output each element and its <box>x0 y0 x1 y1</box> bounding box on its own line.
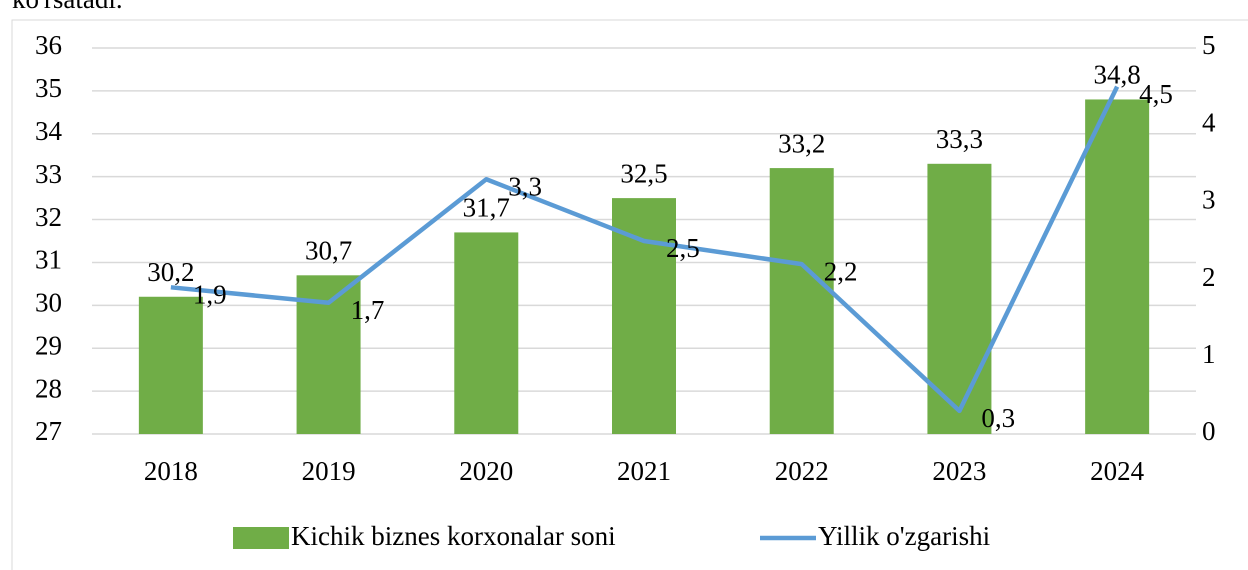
bar <box>612 198 676 434</box>
y2-tick-label: 4 <box>1202 107 1216 137</box>
line-value-label: 4,5 <box>1139 79 1173 109</box>
line-value-label: 0,3 <box>981 403 1015 433</box>
line-value-label: 2,2 <box>824 256 858 286</box>
x-tick-label: 2019 <box>302 456 356 486</box>
y2-tick-label: 1 <box>1202 339 1216 369</box>
y-tick-label: 31 <box>35 245 62 275</box>
y-tick-label: 32 <box>35 202 62 232</box>
y2-tick-label: 0 <box>1202 416 1216 446</box>
bar-value-label: 30,2 <box>147 257 194 287</box>
bar <box>138 296 203 434</box>
line-value-label: 2,5 <box>666 233 700 263</box>
x-tick-label: 2024 <box>1090 456 1145 486</box>
bar-value-label: 32,5 <box>620 158 667 188</box>
bar-value-label: 30,7 <box>305 236 352 266</box>
x-tick-label: 2022 <box>775 456 829 486</box>
y-tick-label: 33 <box>35 159 62 189</box>
y-tick-label: 30 <box>35 288 62 318</box>
x-tick-label: 2018 <box>144 456 198 486</box>
y-tick-label: 34 <box>35 116 63 146</box>
y2-tick-label: 3 <box>1202 185 1216 215</box>
line-value-label: 3,3 <box>508 171 542 201</box>
bar <box>1085 99 1150 434</box>
x-tick-label: 2021 <box>617 456 671 486</box>
bar-value-label: 33,3 <box>936 124 983 154</box>
line-value-label: 1,7 <box>351 295 385 325</box>
y-tick-label: 36 <box>35 30 62 60</box>
x-tick-label: 2020 <box>459 456 513 486</box>
legend-label: Kichik biznes korxonalar soni <box>291 521 616 551</box>
page-text: ko'rsatadi. <box>12 0 123 14</box>
bar <box>454 232 519 434</box>
bar-value-label: 33,2 <box>778 128 825 158</box>
legend-swatch <box>233 527 289 549</box>
y2-tick-label: 2 <box>1202 262 1216 292</box>
y2-tick-label: 5 <box>1202 30 1216 60</box>
y-tick-label: 28 <box>35 373 62 403</box>
y-tick-label: 35 <box>35 73 62 103</box>
y-tick-label: 27 <box>35 416 62 446</box>
bar <box>927 163 992 435</box>
line-value-label: 1,9 <box>193 280 227 310</box>
bar <box>769 168 834 435</box>
y-tick-label: 29 <box>35 330 62 360</box>
bar-value-label: 31,7 <box>463 193 510 223</box>
legend-label: Yillik o'zgarishi <box>818 521 990 551</box>
bar-value-label: 34,8 <box>1094 60 1141 90</box>
line <box>170 85 1120 414</box>
x-tick-label: 2023 <box>932 456 986 486</box>
